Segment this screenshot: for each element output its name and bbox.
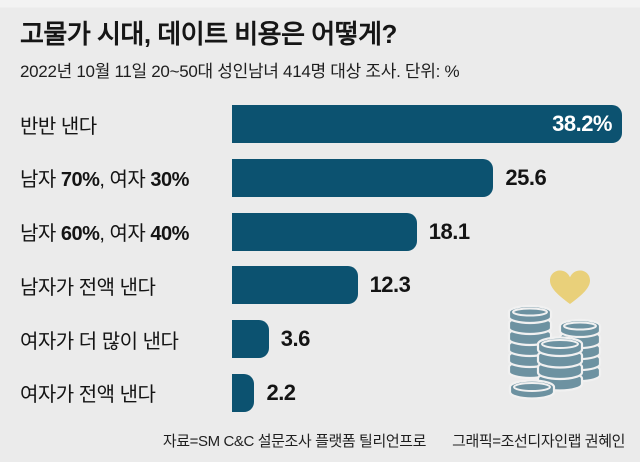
heart-icon (550, 270, 590, 304)
bar-category-label: 남자 70%, 여자 30% (20, 169, 189, 192)
bar-row: 남자가 전액 낸다 12.3 (20, 266, 624, 305)
bar (232, 266, 358, 305)
coins-heart-illustration (507, 270, 602, 400)
bar-category-label: 여자가 더 많이 낸다 (20, 330, 179, 353)
bar-track: 38.2% (232, 105, 624, 143)
chart-title: 고물가 시대, 데이트 비용은 어떻게? (20, 19, 397, 49)
bar (232, 320, 269, 359)
bar: 38.2% (232, 105, 622, 143)
bar-category-label: 남자가 전액 낸다 (20, 276, 156, 299)
bar-row: 여자가 전액 낸다 2.2 (20, 373, 624, 412)
bar-category-label: 여자가 전액 낸다 (20, 384, 156, 407)
bar-value: 2.2 (266, 379, 296, 405)
chart-subtitle: 2022년 10월 11일 20~50대 성인남녀 414명 대상 조사. 단위… (20, 62, 460, 81)
coin-single-icon (508, 379, 556, 400)
graphic-credit: 그래픽=조선디자인랩 권혜인 (452, 433, 625, 450)
bar-chart: 반반 낸다 38.2% 남자 70%, 여자 30% 25.6 남자 60%, 여자 4… (20, 105, 624, 412)
bar (232, 373, 255, 412)
bar (232, 212, 417, 251)
bar-value: 38.2% (552, 111, 612, 136)
bar-value: 18.1 (428, 218, 470, 244)
coin-stack-front-icon (536, 336, 584, 392)
bar-category-label: 반반 낸다 (20, 115, 97, 138)
bar-track: 18.1 (232, 212, 624, 251)
source-credit: 자료=SM C&C 설문조사 플랫폼 틸리언프로 (162, 433, 427, 450)
footer-credits: 자료=SM C&C 설문조사 플랫폼 틸리언프로 그래픽=조선디자인랩 권혜인 (162, 430, 626, 451)
bar-value: 12.3 (369, 272, 411, 298)
bar-track: 2.2 (232, 373, 624, 412)
bar-track: 25.6 (232, 158, 624, 197)
bar-row: 남자 60%, 여자 40% 18.1 (20, 212, 624, 251)
bar-category-label: 남자 60%, 여자 40% (20, 223, 189, 246)
bar-track: 12.3 (232, 266, 624, 305)
bar-value: 3.6 (280, 326, 311, 352)
bar-row: 남자 70%, 여자 30% 25.6 (20, 158, 624, 197)
bar (232, 158, 494, 197)
bar-row: 반반 낸다 38.2% (20, 105, 624, 143)
bar-track: 3.6 (232, 320, 624, 359)
bar-value: 25.6 (505, 164, 547, 190)
bar-row: 여자가 더 많이 낸다 3.6 (20, 320, 624, 359)
